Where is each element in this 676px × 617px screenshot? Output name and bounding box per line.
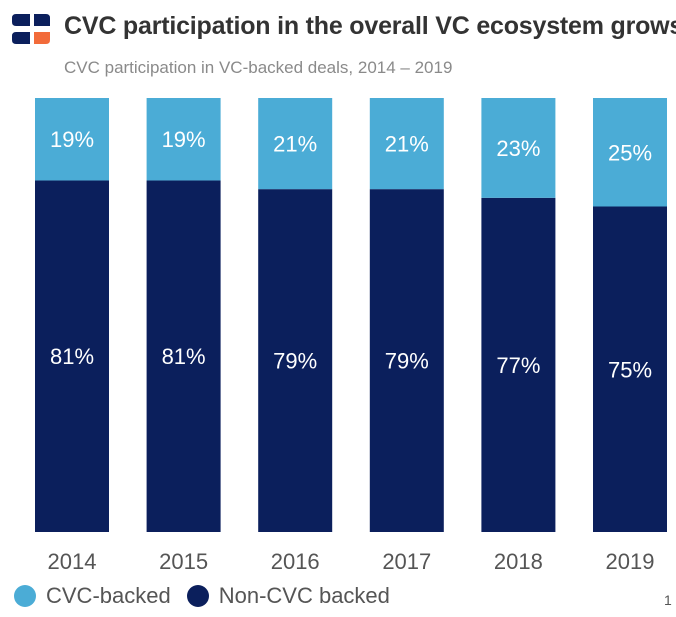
bar-segment-non-cvc-2019	[593, 206, 667, 532]
x-tick-label-2018: 2018	[494, 549, 543, 574]
bar-segment-cvc-2019	[593, 98, 667, 207]
brand-logo-icon	[12, 14, 50, 44]
page-number: 1	[664, 592, 672, 608]
legend-label-non-cvc: Non-CVC backed	[218, 583, 390, 608]
chart-legend: CVC-backed Non-CVC backed	[14, 582, 406, 610]
bar-segment-non-cvc-2017	[369, 189, 444, 532]
data-label-cvc-2016: 21%	[273, 132, 317, 157]
data-label-non-cvc-2017: 79%	[385, 349, 429, 374]
data-label-cvc-2017: 21%	[385, 132, 429, 157]
data-label-non-cvc-2018: 77%	[496, 353, 540, 378]
x-tick-label-2016: 2016	[271, 549, 320, 574]
bar-segment-non-cvc-2014	[35, 180, 109, 532]
data-label-non-cvc-2015: 81%	[162, 344, 206, 369]
data-label-cvc-2019: 25%	[608, 140, 652, 165]
legend-swatch-non-cvc	[186, 585, 209, 607]
bar-segment-cvc-2016	[258, 98, 333, 190]
bar-segment-non-cvc-2018	[481, 197, 556, 532]
data-label-non-cvc-2014: 81%	[50, 344, 94, 369]
data-label-cvc-2015: 19%	[162, 127, 206, 152]
bar-segment-non-cvc-2016	[258, 189, 333, 532]
legend-item-cvc: CVC-backed	[14, 583, 171, 609]
logo-accent-shape	[34, 32, 50, 44]
legend-swatch-cvc	[14, 585, 36, 607]
legend-label-cvc: CVC-backed	[46, 583, 171, 608]
legend-item-non-cvc: Non-CVC backed	[186, 583, 390, 609]
x-tick-label-2015: 2015	[159, 549, 208, 574]
x-tick-label-2014: 2014	[48, 549, 97, 574]
chart-title: CVC participation in the overall VC ecos…	[64, 12, 676, 40]
x-tick-label-2017: 2017	[382, 549, 431, 574]
data-label-non-cvc-2019: 75%	[608, 357, 652, 382]
bar-segment-cvc-2014	[35, 98, 109, 181]
bar-segment-cvc-2017	[369, 98, 444, 190]
data-label-cvc-2018: 23%	[496, 136, 540, 161]
data-label-cvc-2014: 19%	[50, 127, 94, 152]
bar-segment-cvc-2015	[146, 98, 221, 181]
data-label-non-cvc-2016: 79%	[273, 349, 317, 374]
chart-subtitle: CVC participation in VC-backed deals, 20…	[64, 58, 453, 77]
bar-segment-non-cvc-2015	[146, 180, 221, 532]
bar-segment-cvc-2018	[481, 98, 556, 198]
logo-dark-shape	[12, 14, 50, 44]
x-tick-label-2019: 2019	[606, 549, 655, 574]
